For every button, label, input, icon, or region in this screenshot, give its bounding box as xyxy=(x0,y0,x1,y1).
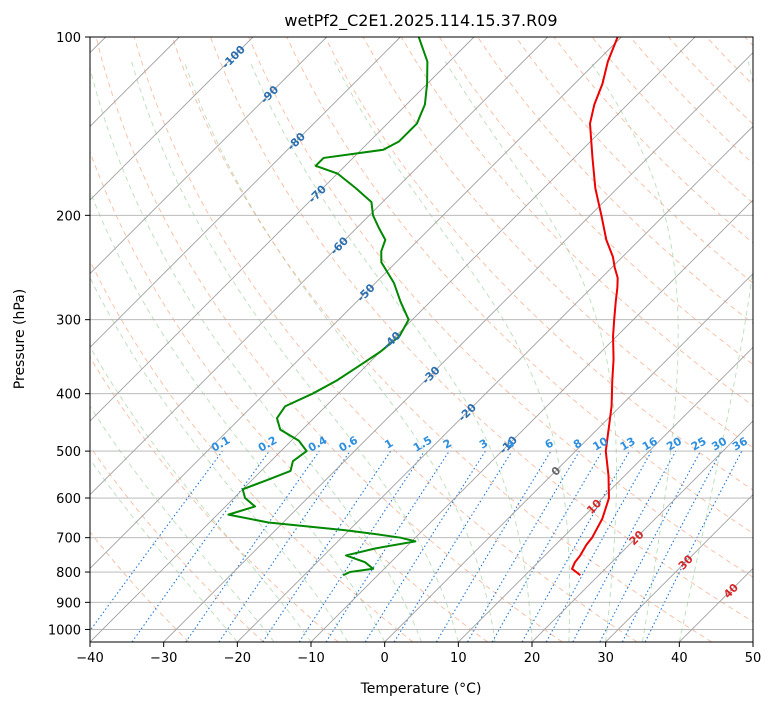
isotherm-line xyxy=(90,37,548,496)
x-tick-label: −40 xyxy=(76,651,103,666)
x-tick-label: −20 xyxy=(224,651,251,666)
mixing-ratio-line xyxy=(298,450,425,642)
moist-adiabat xyxy=(590,61,679,642)
plot-area xyxy=(90,37,753,642)
y-tick-label: 1000 xyxy=(48,623,81,638)
plot-frame xyxy=(89,36,754,643)
mixing-ratio-line xyxy=(325,450,450,642)
y-axis-title: Pressure (hPa) xyxy=(12,289,28,389)
mixing-ratio-line xyxy=(90,450,223,632)
y-tick-label: 500 xyxy=(56,445,81,460)
mixing-ratio-line xyxy=(393,450,513,642)
isotherm-line xyxy=(384,273,753,642)
dewpoint-profile xyxy=(227,37,429,577)
moist-adiabat xyxy=(249,61,533,642)
x-axis-title: Temperature (°C) xyxy=(360,681,482,697)
y-tick-label: 600 xyxy=(56,492,81,507)
dry-adiabat xyxy=(400,37,753,407)
x-tick-label: −30 xyxy=(150,651,177,666)
dry-adiabat xyxy=(439,37,753,365)
dry-adiabat xyxy=(171,37,712,642)
dry-adiabat xyxy=(210,37,753,623)
isotherm-line xyxy=(90,37,401,348)
y-tick-label: 900 xyxy=(56,596,81,611)
x-tick-label: 10 xyxy=(450,651,467,666)
isotherm-line xyxy=(90,37,254,201)
x-tick-label: 50 xyxy=(745,651,762,666)
x-axis: −40 −30 −20 −10 0 10 20 30 40 50 xyxy=(76,642,761,666)
mixing-ratio-lines xyxy=(90,450,743,642)
dry-adiabat xyxy=(90,150,488,642)
isotherm-line xyxy=(90,37,475,422)
isotherm-line xyxy=(237,125,753,642)
isotherm-gridlines xyxy=(90,37,753,642)
x-tick-label: 40 xyxy=(671,651,688,666)
moist-adiabats xyxy=(90,61,753,642)
dry-adiabat xyxy=(133,37,638,642)
moist-adiabat xyxy=(678,61,753,642)
dry-adiabat xyxy=(515,37,753,284)
x-tick-label: −10 xyxy=(297,651,324,666)
dry-adiabat xyxy=(248,37,753,578)
moist-adiabat xyxy=(90,458,238,642)
x-tick-label: 0 xyxy=(381,651,389,666)
mixing-ratio-line xyxy=(262,450,392,642)
isotherm-line xyxy=(163,52,753,642)
isotherm-line xyxy=(458,346,753,642)
isotherm-line xyxy=(90,37,622,569)
dry-adiabat xyxy=(90,445,264,642)
moist-adiabat xyxy=(90,189,386,642)
dry-adiabat xyxy=(90,531,190,642)
isobar-gridlines xyxy=(90,37,753,630)
y-tick-label: 300 xyxy=(56,314,81,329)
moist-adiabat xyxy=(90,66,422,642)
dry-adiabat xyxy=(90,356,339,642)
moist-adiabat xyxy=(90,276,349,642)
isotherm-line xyxy=(531,420,753,642)
chart-title: wetPf2_C2E1.2025.114.15.37.R09 xyxy=(284,11,557,31)
mixing-ratio-line xyxy=(545,450,653,642)
y-tick-label: 400 xyxy=(56,388,81,403)
mixing-ratio-line xyxy=(131,450,270,642)
mixing-ratio-line xyxy=(218,450,351,642)
moist-adiabat xyxy=(131,61,459,642)
mixing-ratio-line xyxy=(521,450,630,642)
mixing-ratio-line xyxy=(572,450,677,642)
isotherm-line xyxy=(90,37,327,275)
y-tick-label: 800 xyxy=(56,566,81,581)
sounding-profiles xyxy=(227,37,619,577)
y-tick-label: 200 xyxy=(56,209,81,224)
dry-adiabat xyxy=(95,37,563,642)
mixing-ratio-line xyxy=(644,450,743,642)
isotherm-line xyxy=(90,37,696,642)
mixing-ratio-line xyxy=(185,450,320,642)
x-tick-label: 20 xyxy=(524,651,541,666)
y-tick-label: 700 xyxy=(56,532,81,547)
temperature-profile xyxy=(571,37,619,577)
x-tick-label: 30 xyxy=(597,651,614,666)
moist-adiabat xyxy=(444,61,617,642)
moist-adiabat xyxy=(183,61,496,642)
y-tick-label: 100 xyxy=(56,31,81,46)
y-axis: 100 200 300 400 500 600 700 800 900 1000 xyxy=(48,31,90,638)
isotherm-line xyxy=(605,494,753,642)
